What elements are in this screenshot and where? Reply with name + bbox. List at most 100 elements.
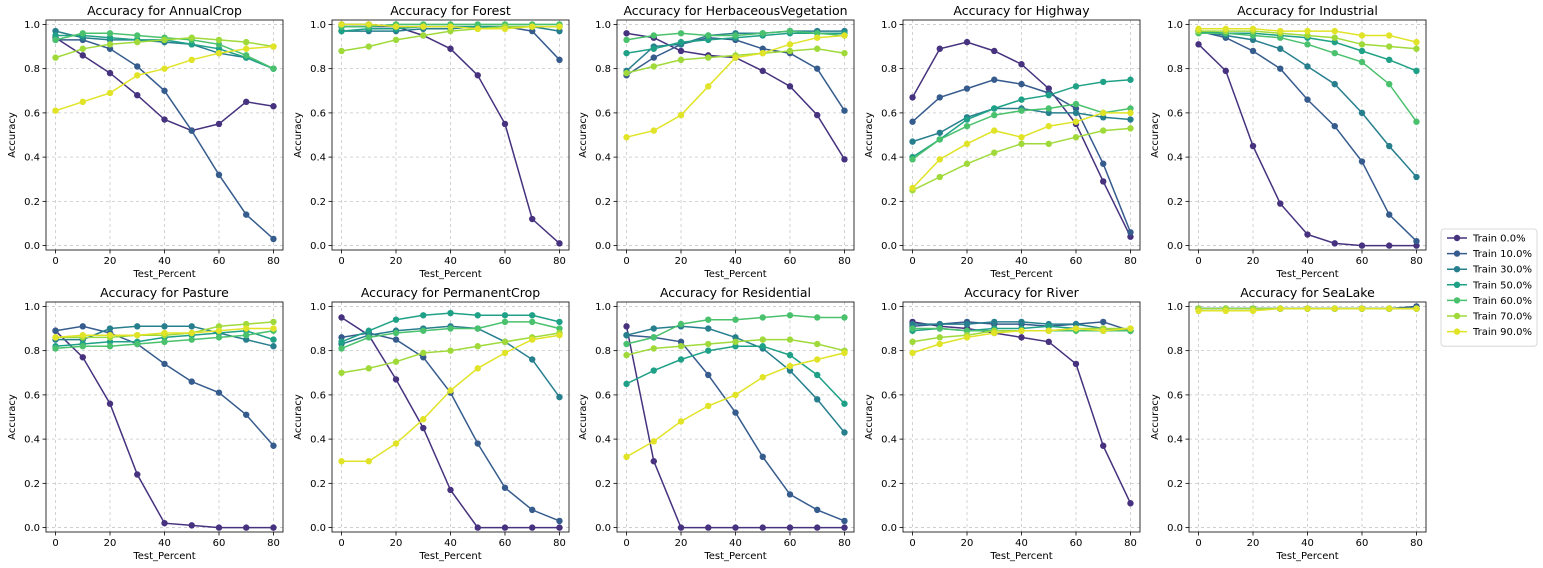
data-point — [556, 325, 563, 332]
y-tick-label: 0.0 — [24, 523, 40, 534]
y-tick-label: 0.8 — [310, 64, 326, 75]
data-point — [474, 72, 481, 79]
data-point — [705, 402, 712, 410]
data-point — [1413, 45, 1420, 52]
data-point — [1045, 327, 1052, 334]
data-point — [1386, 142, 1393, 150]
data-point — [650, 438, 657, 445]
data-point — [623, 331, 630, 339]
y-tick-label: 0.4 — [595, 435, 611, 446]
data-point — [909, 338, 916, 346]
data-point — [106, 30, 114, 37]
data-point — [936, 156, 943, 163]
data-point — [529, 312, 536, 319]
data-point — [338, 334, 345, 341]
y-tick-label: 0.0 — [1167, 241, 1183, 252]
data-point — [1100, 327, 1107, 334]
y-tick-label: 1.0 — [881, 302, 897, 313]
data-point — [243, 320, 250, 328]
y-tick-label: 1.0 — [595, 20, 611, 31]
data-point — [161, 323, 168, 330]
y-tick-label: 0.0 — [595, 523, 611, 534]
data-point — [215, 49, 223, 57]
y-tick-label: 0.8 — [24, 64, 40, 75]
x-tick-label: 40 — [1301, 538, 1314, 549]
x-tick-label: 60 — [499, 256, 512, 267]
x-tick-label: 60 — [784, 538, 797, 549]
y-tick-label: 0.8 — [1167, 346, 1183, 357]
x-tick-label: 80 — [838, 538, 851, 549]
data-point — [1277, 45, 1284, 52]
data-point — [1127, 229, 1134, 236]
data-point — [732, 316, 739, 323]
data-point — [1127, 325, 1134, 332]
data-point — [623, 351, 630, 359]
y-tick-label: 0.2 — [881, 197, 897, 208]
data-point — [759, 343, 766, 350]
x-tick-label: 80 — [553, 256, 566, 267]
data-point — [1413, 38, 1420, 46]
data-point — [841, 107, 848, 114]
data-point — [188, 329, 195, 337]
y-tick-label: 0.6 — [881, 390, 897, 401]
data-point — [705, 340, 712, 348]
y-tick-label: 1.0 — [595, 302, 611, 313]
data-point — [814, 524, 821, 531]
y-tick-label: 0.4 — [881, 435, 897, 446]
data-point — [106, 45, 114, 52]
data-point — [841, 32, 848, 39]
data-point — [188, 323, 195, 330]
legend-label: Train 50.0% — [1472, 280, 1532, 291]
data-point — [529, 318, 536, 326]
y-tick-label: 0.6 — [1167, 390, 1183, 401]
data-point — [936, 136, 943, 143]
legend-marker — [1453, 234, 1461, 242]
data-point — [650, 458, 657, 465]
legend-label: Train 90.0% — [1472, 327, 1532, 338]
y-axis-label: Accuracy — [293, 394, 304, 440]
data-point — [365, 43, 372, 50]
x-tick-label: 40 — [158, 256, 171, 267]
data-point — [474, 440, 481, 447]
data-point — [991, 149, 998, 156]
legend-label: Train 30.0% — [1472, 265, 1532, 276]
data-point — [1222, 25, 1229, 33]
y-tick-label: 0.2 — [595, 479, 611, 490]
data-point — [1277, 305, 1284, 312]
data-point — [732, 54, 739, 61]
data-point — [936, 325, 943, 332]
data-point — [420, 327, 427, 334]
subplot-title: Accuracy for SeaLake — [1240, 285, 1375, 300]
data-point — [650, 127, 657, 134]
data-point — [759, 373, 766, 381]
data-point — [188, 41, 195, 48]
data-point — [1358, 47, 1366, 55]
data-point — [270, 103, 277, 110]
data-point — [420, 416, 427, 423]
data-point — [447, 45, 454, 52]
data-point — [134, 91, 141, 99]
x-tick-label: 0 — [623, 256, 629, 267]
data-point — [1195, 25, 1202, 33]
y-tick-label: 0.8 — [881, 346, 897, 357]
y-tick-label: 0.2 — [881, 479, 897, 490]
data-point — [1249, 32, 1257, 39]
data-point — [270, 65, 277, 72]
data-point — [392, 440, 400, 447]
data-point — [529, 23, 536, 30]
data-point — [243, 524, 250, 531]
subplot-title: Accuracy for Residential — [660, 285, 811, 300]
data-point — [759, 30, 766, 37]
data-point — [623, 453, 630, 461]
legend-marker — [1453, 297, 1461, 304]
data-point — [759, 336, 766, 343]
data-point — [650, 367, 657, 374]
data-point — [677, 30, 685, 37]
x-tick-label: 40 — [1301, 256, 1314, 267]
x-tick-label: 40 — [1015, 256, 1028, 267]
y-tick-label: 0.4 — [24, 435, 40, 446]
data-point — [1386, 305, 1393, 312]
x-axis-label: Test_Percent — [703, 551, 766, 562]
subplot-5: 0 20 40 60 80 0.0 0.2 0.4 0.6 0.8 1.0 Accuracy for … — [1150, 3, 1427, 280]
y-tick-label: 1.0 — [310, 302, 326, 313]
